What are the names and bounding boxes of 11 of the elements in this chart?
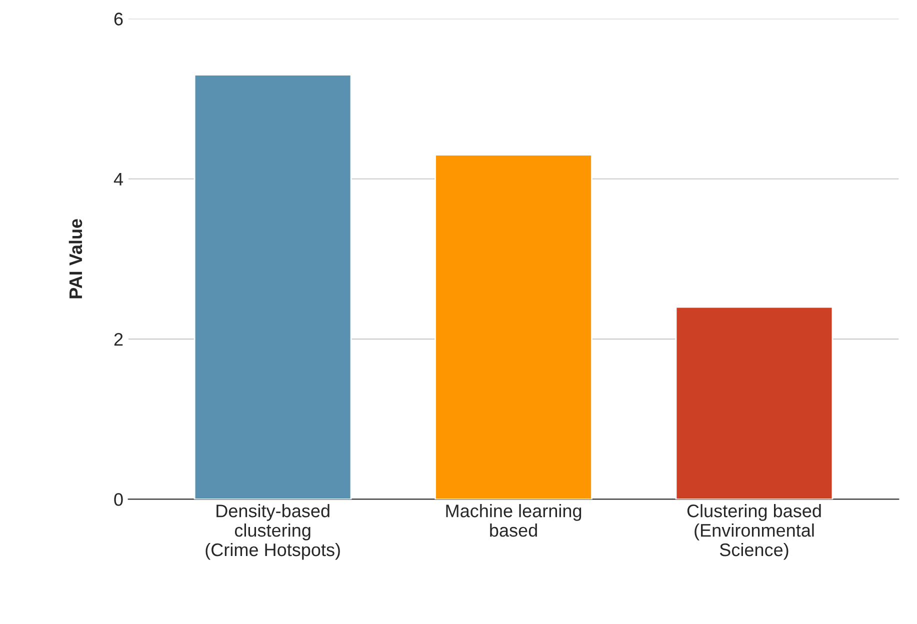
bar <box>675 306 834 500</box>
y-tick-label: 0 <box>114 493 123 506</box>
y-axis-title: PAI Value <box>68 219 82 298</box>
x-tick-label: Machine learning based <box>446 504 582 537</box>
bar <box>434 154 592 500</box>
y-tick-label: 4 <box>114 173 123 186</box>
x-tick-label: Clustering based (Environmental Science) <box>687 504 821 560</box>
bar <box>194 74 352 500</box>
y-tick-label: 2 <box>114 332 123 346</box>
x-tick-label: Density-based clustering (Crime Hotspots) <box>206 504 340 560</box>
y-tick-label: 6 <box>114 12 123 26</box>
